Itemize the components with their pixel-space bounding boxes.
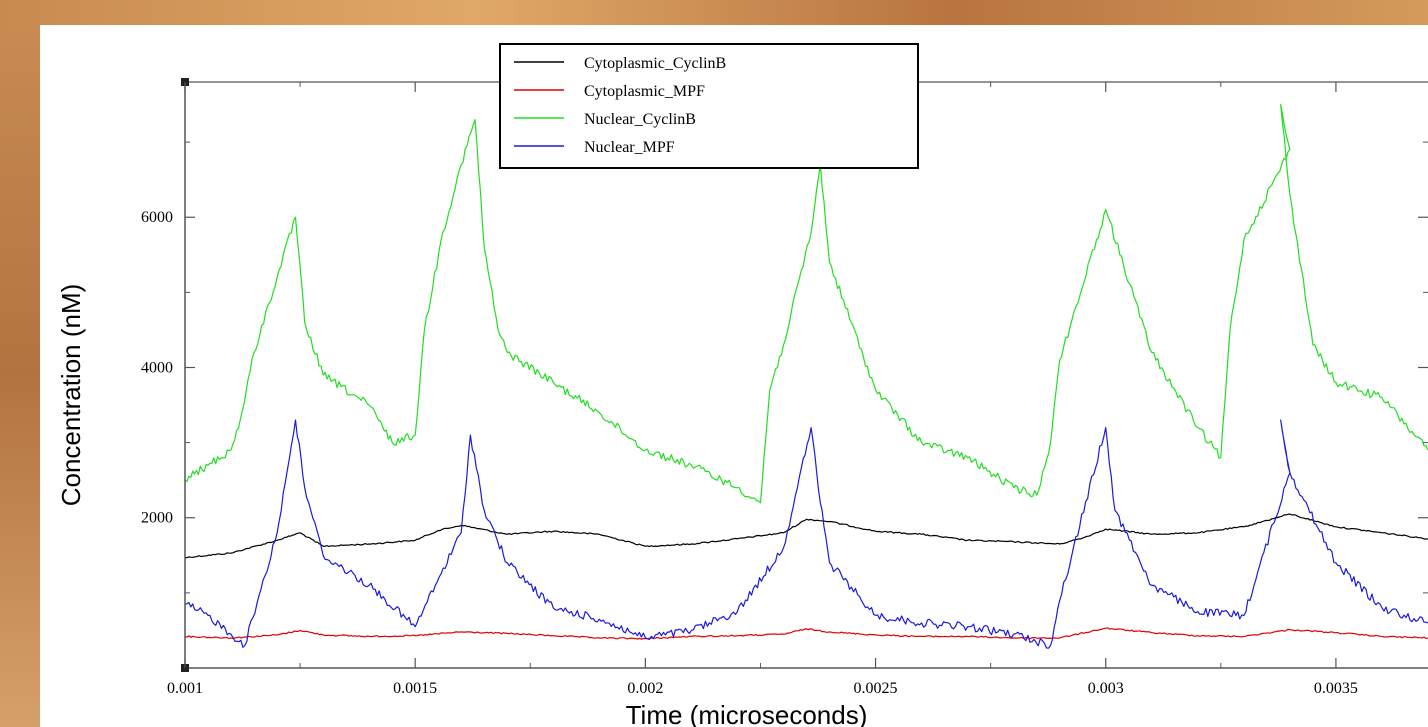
legend-label: Nuclear_MPF xyxy=(584,139,675,156)
x-tick-label: 0.0015 xyxy=(393,680,437,697)
legend-label: Cytoplasmic_MPF xyxy=(584,83,705,100)
legend-label: Cytoplasmic_CyclinB xyxy=(584,55,726,72)
series-line-cytoplasmic-cyclinb xyxy=(185,513,1428,559)
series-line-nuclear-cyclinb xyxy=(184,103,1428,504)
y-tick-label: 6000 xyxy=(141,209,173,226)
x-tick-label: 0.0025 xyxy=(854,680,898,697)
series-line-cytoplasmic-mpf xyxy=(184,627,1428,640)
x-tick-label: 0.003 xyxy=(1088,680,1124,697)
x-tick-label: 0.0035 xyxy=(1314,680,1358,697)
background-left-band xyxy=(0,25,40,727)
background-strip xyxy=(0,0,1428,25)
x-axis-title: Time (microseconds) xyxy=(626,700,868,727)
x-tick-label: 0.001 xyxy=(167,680,203,697)
legend-label: Nuclear_CyclinB xyxy=(584,111,696,128)
y-axis-title: Concentration (nM) xyxy=(56,284,86,507)
y-tick-label: 4000 xyxy=(141,359,173,376)
y-tick-label: 2000 xyxy=(141,510,173,527)
legend-box xyxy=(499,43,919,169)
x-tick-label: 0.002 xyxy=(627,680,663,697)
series-line-nuclear-mpf xyxy=(184,419,1428,649)
